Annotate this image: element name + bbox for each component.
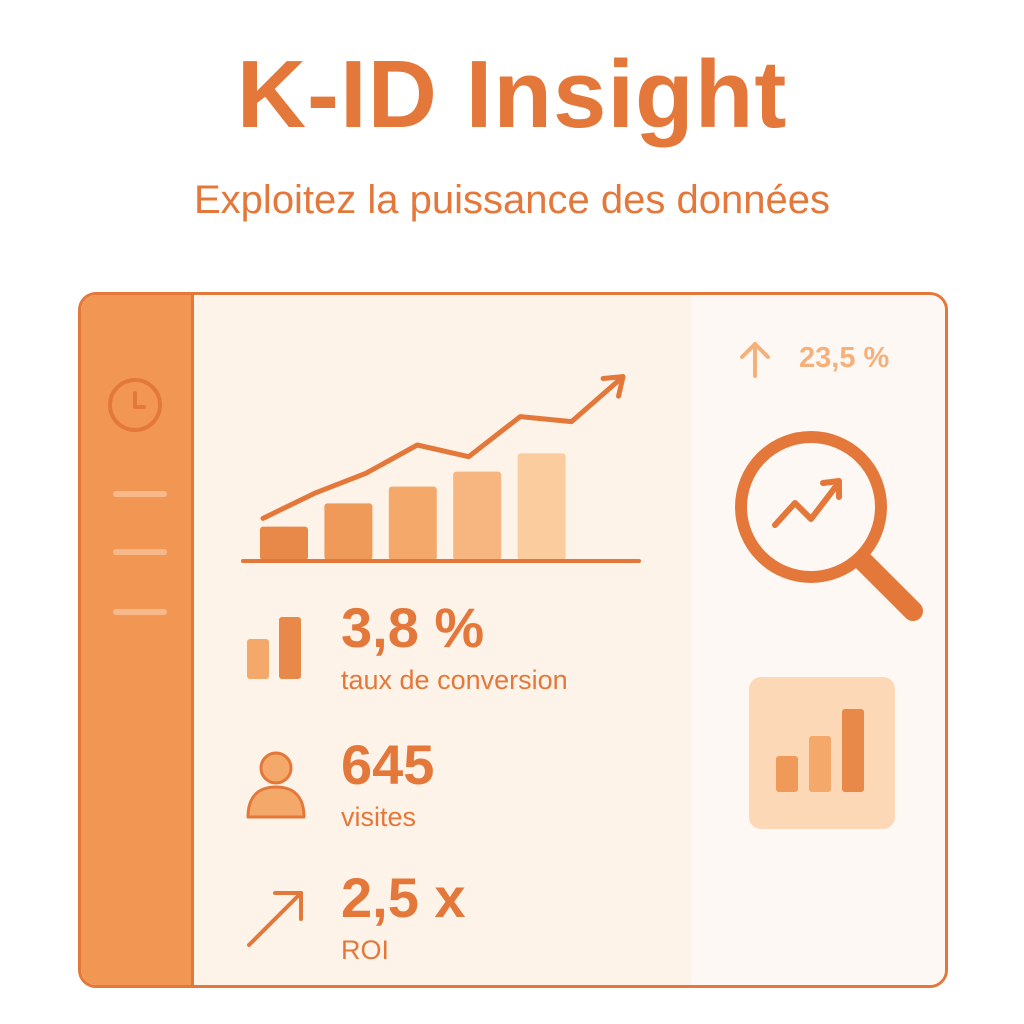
conversion-label: taux de conversion [341, 665, 568, 695]
chart-trend-line [260, 374, 626, 521]
app-subtitle: Exploitez la puissance des données [194, 178, 830, 222]
arrow-up-icon [740, 342, 770, 378]
metric-visits: 645 visites [241, 732, 661, 842]
clock-icon[interactable] [107, 377, 163, 433]
chart-trend-arrowhead [600, 374, 626, 399]
visits-label: visites [341, 802, 417, 832]
chart-bar [453, 471, 502, 560]
conversion-value: 3,8 % [341, 596, 485, 659]
metric-roi: 2,5 x ROI [241, 865, 661, 975]
chart-bar [324, 503, 373, 560]
visits-value: 645 [341, 733, 435, 796]
magnifier-icon [735, 431, 923, 621]
chart-bar [517, 453, 566, 560]
sidebar [81, 295, 194, 985]
bar-chart-icon [247, 617, 301, 679]
roi-label: ROI [341, 935, 390, 965]
arrow-up-right-icon [247, 891, 303, 947]
chart-bar [388, 486, 437, 560]
roi-value: 2,5 x [341, 866, 466, 929]
dashboard-window: 3,8 % taux de conversion 645 visites 2,5… [78, 292, 948, 988]
trend-value: 23,5 % [799, 342, 890, 374]
metric-conversion: 3,8 % taux de conversion [241, 595, 661, 705]
mini-chart-card[interactable] [749, 677, 895, 829]
chart-bar [260, 526, 308, 560]
right-panel [691, 295, 945, 985]
sidebar-item-3[interactable] [113, 609, 167, 615]
trend-indicator: 23,5 % [737, 340, 937, 380]
sidebar-item-1[interactable] [113, 491, 167, 497]
main-panel [194, 295, 691, 985]
app-title: K-ID Insight [236, 41, 788, 148]
mini-bar-chart-icon [776, 709, 864, 792]
bar-chart [241, 374, 641, 563]
user-icon [246, 751, 306, 819]
sidebar-item-2[interactable] [113, 549, 167, 555]
